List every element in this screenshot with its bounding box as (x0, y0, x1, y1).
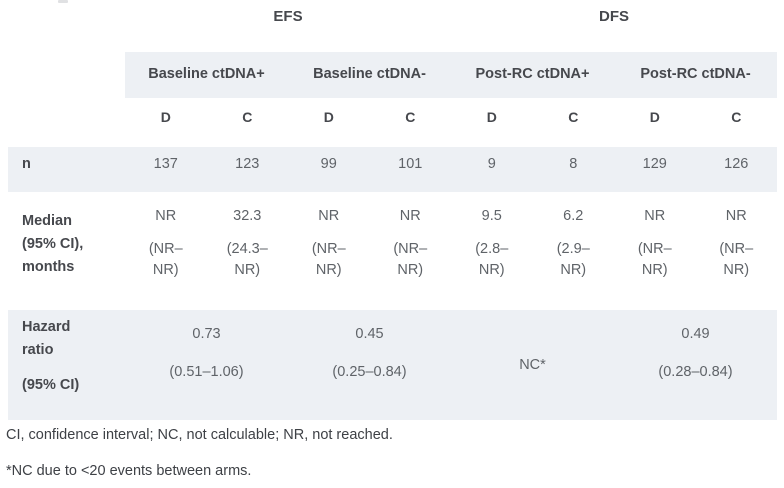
n-value: 101 (369, 147, 451, 192)
subheader-cell: C (731, 109, 742, 125)
top-group-dfs: DFS (599, 8, 629, 25)
abbreviations-footnote: CI, confidence interval; NC, not calcula… (6, 427, 393, 443)
subheader-cell: D (160, 109, 171, 125)
median-cell: 6.2 (2.9– NR) (556, 208, 590, 278)
spacer-cell (8, 52, 125, 98)
median-cell: NR (NR– NR) (719, 208, 754, 278)
n-value: 99 (288, 147, 370, 192)
spacer-cell (8, 0, 125, 52)
col-group-baseline-ctdna-neg: Baseline ctDNA- (288, 52, 451, 98)
subheader-cell: D (649, 109, 660, 125)
n-value: 137 (125, 147, 207, 192)
median-cell: NR (NR– NR) (393, 208, 428, 278)
hazard-cell-baseline-neg: 0.45 (0.25–0.84) (288, 310, 451, 420)
n-row: n 137 123 99 101 9 8 129 126 (8, 147, 777, 192)
top-header-row: EFS DFS (8, 0, 777, 52)
median-cell: NR (NR– NR) (148, 208, 183, 278)
subheader-cell: D (486, 109, 497, 125)
clipped-text-artifact (58, 0, 68, 3)
hazard-cell-baseline-pos: 0.73 (0.51–1.06) (125, 310, 288, 420)
top-group-efs: EFS (273, 8, 303, 25)
subheader-cell: C (242, 109, 253, 125)
subheader-cell: C (405, 109, 416, 125)
row-label-median-text: Median (95% CI), months (22, 213, 84, 275)
subheader-row: D C D C D C D C (8, 98, 777, 147)
median-cell: NR (NR– NR) (637, 208, 672, 278)
median-row: Median (95% CI), months NR (NR– NR) 32.3… (8, 192, 777, 310)
row-label-hazard: Hazard ratio (95% CI) (8, 310, 125, 420)
subheader-cell: D (323, 109, 334, 125)
n-value: 129 (614, 147, 696, 192)
row-label-n: n (8, 147, 125, 192)
hazard-cell-postrc-pos: NC* (451, 310, 614, 420)
spacer-cell (8, 98, 125, 147)
median-cell: NR (NR– NR) (311, 208, 346, 278)
outcomes-table: EFS DFS Baseline ctDNA+ Baseline ctDNA- … (8, 0, 777, 420)
col-group-postrc-ctdna-neg: Post-RC ctDNA- (614, 52, 777, 98)
col-group-postrc-ctdna-pos: Post-RC ctDNA+ (451, 52, 614, 98)
n-value: 126 (695, 147, 777, 192)
median-cell: 9.5 (2.8– NR) (475, 208, 509, 278)
n-value: 123 (206, 147, 288, 192)
hazard-ratio-row: Hazard ratio (95% CI) 0.73 (0.51–1.06) 0… (8, 310, 777, 420)
nc-footnote: *NC due to <20 events between arms. (6, 463, 252, 479)
row-label-median: Median (95% CI), months (8, 192, 125, 310)
n-value: 9 (451, 147, 533, 192)
col-group-baseline-ctdna-pos: Baseline ctDNA+ (125, 52, 288, 98)
median-cell: 32.3 (24.3– NR) (226, 208, 268, 278)
n-value: 8 (532, 147, 614, 192)
subheader-cell: C (568, 109, 579, 125)
hazard-cell-postrc-neg: 0.49 (0.28–0.84) (614, 310, 777, 420)
column-group-header-row: Baseline ctDNA+ Baseline ctDNA- Post-RC … (8, 52, 777, 98)
